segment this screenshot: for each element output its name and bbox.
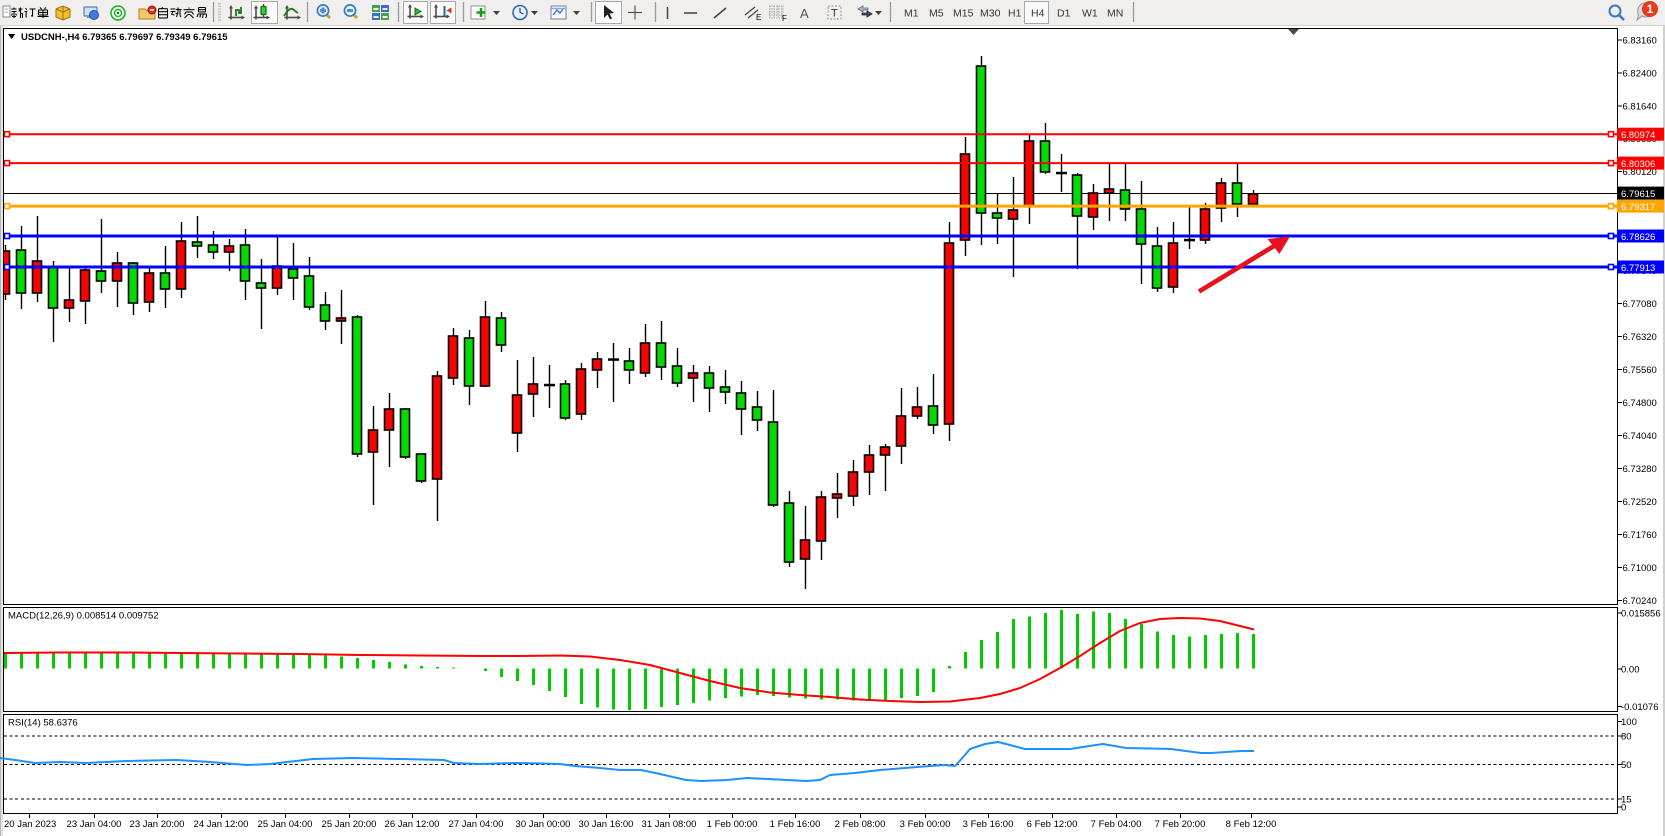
svg-text:25 Jan 04:00: 25 Jan 04:00 — [258, 819, 313, 830]
svg-text:USDCNH-,H4 6.79365 6.79697 6.: USDCNH-,H4 6.79365 6.79697 6.79349 6.796… — [21, 32, 228, 43]
svg-text:6.73280: 6.73280 — [1623, 464, 1657, 475]
svg-text:H4: H4 — [1031, 8, 1045, 20]
svg-text:1 Feb 00:00: 1 Feb 00:00 — [707, 819, 758, 830]
svg-text:23 Jan 04:00: 23 Jan 04:00 — [67, 819, 122, 830]
svg-text:50: 50 — [1621, 760, 1632, 771]
svg-text:6.79615: 6.79615 — [1621, 189, 1655, 200]
svg-text:6 Feb 12:00: 6 Feb 12:00 — [1027, 819, 1078, 830]
svg-text:-0.01076: -0.01076 — [1621, 702, 1659, 713]
svg-text:7 Feb 04:00: 7 Feb 04:00 — [1091, 819, 1142, 830]
svg-text:6.78626: 6.78626 — [1621, 232, 1655, 243]
svg-text:100: 100 — [1621, 717, 1637, 728]
svg-text:24 Jan 12:00: 24 Jan 12:00 — [194, 819, 249, 830]
svg-text:6.80120: 6.80120 — [1623, 167, 1657, 178]
svg-text:1: 1 — [1647, 2, 1654, 16]
svg-text:8 Feb 12:00: 8 Feb 12:00 — [1226, 819, 1277, 830]
svg-text:E: E — [756, 13, 761, 22]
svg-text:6.80974: 6.80974 — [1621, 130, 1655, 141]
svg-text:1 Feb 16:00: 1 Feb 16:00 — [770, 819, 821, 830]
svg-text:23 Jan 20:00: 23 Jan 20:00 — [130, 819, 185, 830]
svg-text:6.76320: 6.76320 — [1623, 332, 1657, 343]
svg-text:3 Feb 16:00: 3 Feb 16:00 — [963, 819, 1014, 830]
svg-text:F: F — [782, 14, 787, 23]
svg-text:M5: M5 — [929, 8, 944, 20]
svg-text:30 Jan 16:00: 30 Jan 16:00 — [579, 819, 634, 830]
svg-text:0.015856: 0.015856 — [1621, 609, 1661, 620]
svg-text:30 Jan 00:00: 30 Jan 00:00 — [516, 819, 571, 830]
svg-text:D1: D1 — [1057, 8, 1071, 20]
svg-text:6.70240: 6.70240 — [1623, 596, 1657, 607]
svg-text:6.79317: 6.79317 — [1621, 202, 1655, 213]
svg-text:15: 15 — [1621, 795, 1632, 806]
svg-text:6.82400: 6.82400 — [1623, 68, 1657, 79]
svg-text:6.81640: 6.81640 — [1623, 101, 1657, 112]
svg-text:26 Jan 12:00: 26 Jan 12:00 — [385, 819, 440, 830]
svg-text:7 Feb 20:00: 7 Feb 20:00 — [1155, 819, 1206, 830]
svg-text:T: T — [831, 8, 838, 20]
svg-text:6.72520: 6.72520 — [1623, 497, 1657, 508]
svg-text:A: A — [800, 6, 809, 21]
svg-text:6.75560: 6.75560 — [1623, 365, 1657, 376]
svg-text:M30: M30 — [980, 8, 1001, 20]
svg-text:80: 80 — [1621, 732, 1632, 743]
svg-text:31 Jan 08:00: 31 Jan 08:00 — [642, 819, 697, 830]
svg-text:2 Feb 08:00: 2 Feb 08:00 — [835, 819, 886, 830]
svg-text:20 Jan 2023: 20 Jan 2023 — [4, 819, 56, 830]
svg-text:6.71760: 6.71760 — [1623, 530, 1657, 541]
svg-text:6.77080: 6.77080 — [1623, 299, 1657, 310]
svg-text:6.80306: 6.80306 — [1621, 159, 1655, 170]
svg-text:W1: W1 — [1082, 8, 1098, 20]
svg-text:M1: M1 — [904, 8, 919, 20]
svg-text:3 Feb 00:00: 3 Feb 00:00 — [900, 819, 951, 830]
svg-text:RSI(14) 58.6376: RSI(14) 58.6376 — [8, 718, 78, 729]
svg-text:6.77913: 6.77913 — [1621, 263, 1655, 274]
svg-text:6.71000: 6.71000 — [1623, 563, 1657, 574]
svg-text:27 Jan 04:00: 27 Jan 04:00 — [449, 819, 504, 830]
svg-text:M15: M15 — [953, 8, 974, 20]
svg-text:0.00: 0.00 — [1621, 664, 1640, 675]
svg-text:6.83160: 6.83160 — [1623, 35, 1657, 46]
svg-text:6.74800: 6.74800 — [1623, 398, 1657, 409]
svg-text:MACD(12,26,9) 0.008514 0.00975: MACD(12,26,9) 0.008514 0.009752 — [8, 611, 159, 622]
svg-text:6.74040: 6.74040 — [1623, 431, 1657, 442]
svg-text:0: 0 — [1621, 803, 1626, 814]
svg-text:25 Jan 20:00: 25 Jan 20:00 — [322, 819, 377, 830]
svg-text:MN: MN — [1107, 8, 1123, 20]
svg-text:H1: H1 — [1008, 8, 1022, 20]
